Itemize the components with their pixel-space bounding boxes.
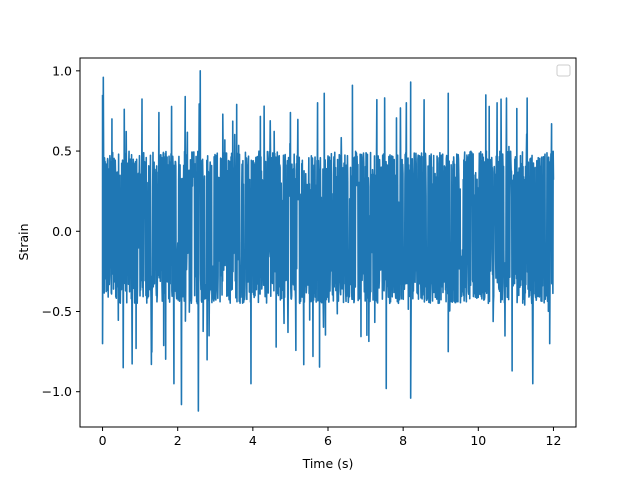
y-tick-label: 1.0 <box>52 63 72 78</box>
y-axis-label: Strain <box>16 223 31 260</box>
axes: 0 2 4 6 8 10 12 1.0 0.5 0.0 −0.5 −1.0 <box>42 57 577 448</box>
plot-area <box>101 70 555 412</box>
x-tick-label: 10 <box>470 433 486 448</box>
x-axis-label: Time (s) <box>302 456 354 471</box>
x-tick-label: 12 <box>546 433 562 448</box>
x-tick-label: 8 <box>399 433 407 448</box>
x-tick-label: 0 <box>99 433 107 448</box>
y-tick-label: −0.5 <box>42 304 72 319</box>
x-tick-label: 2 <box>174 433 182 448</box>
y-tick-label: 0.5 <box>52 144 72 159</box>
x-tick-label: 6 <box>324 433 332 448</box>
series-line <box>101 70 555 412</box>
x-tick-label: 4 <box>249 433 257 448</box>
y-tick-label: −1.0 <box>42 384 72 399</box>
legend-box <box>556 64 571 77</box>
y-tick-label: 0.0 <box>52 224 72 239</box>
